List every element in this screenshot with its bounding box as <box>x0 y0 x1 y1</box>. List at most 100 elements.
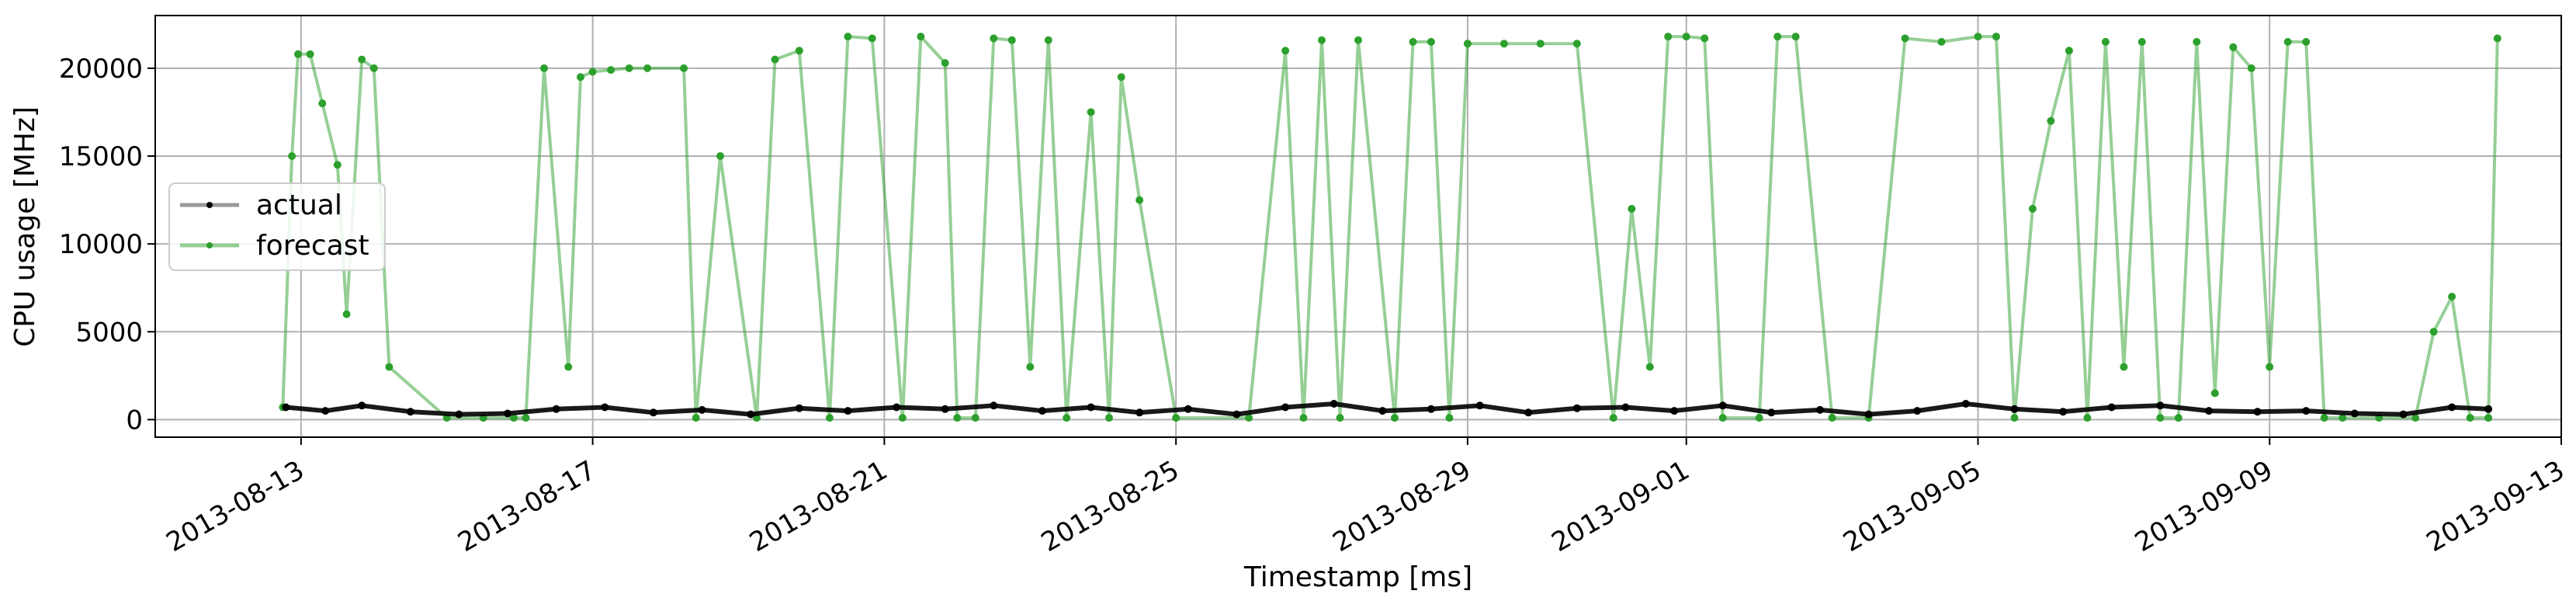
data-point-forecast <box>1901 34 1909 43</box>
y-axis-label: CPU usage [MHz] <box>9 106 41 347</box>
data-point-forecast <box>1105 414 1113 422</box>
data-point-forecast <box>844 33 852 41</box>
data-point-forecast <box>1701 34 1709 43</box>
legend-marker-actual <box>206 202 213 208</box>
data-point-forecast <box>1354 36 1362 44</box>
data-point-forecast <box>1281 47 1290 55</box>
data-point-actual <box>1961 400 1970 408</box>
data-point-actual <box>844 407 852 415</box>
data-point-actual <box>1572 404 1581 412</box>
data-point-forecast <box>1536 40 1545 48</box>
data-point-forecast <box>1007 36 1016 44</box>
data-point-actual <box>1670 407 1679 415</box>
legend-item-actual: actual <box>180 189 342 221</box>
data-point-actual <box>455 410 463 419</box>
data-point-forecast <box>990 34 998 43</box>
data-point-forecast <box>1135 196 1144 204</box>
data-point-forecast <box>2065 47 2073 55</box>
data-point-forecast <box>1664 33 1673 41</box>
data-point-actual <box>282 403 290 412</box>
data-point-actual <box>321 407 330 415</box>
data-point-forecast <box>953 414 962 422</box>
data-point-forecast <box>795 47 803 55</box>
data-point-forecast <box>1645 363 1654 371</box>
series-layer <box>279 33 2501 422</box>
y-tick-label: 20000 <box>59 54 143 85</box>
plot-frame <box>154 15 2562 438</box>
data-point-forecast <box>1992 33 2000 41</box>
data-point-forecast <box>2174 414 2182 422</box>
data-point-forecast <box>2010 414 2019 422</box>
data-point-actual <box>1184 405 1192 413</box>
data-point-actual <box>747 410 755 419</box>
series-actual <box>282 400 2493 419</box>
data-point-forecast <box>1682 33 1690 41</box>
data-point-forecast <box>306 50 314 58</box>
data-point-actual <box>2059 408 2068 416</box>
y-tick-label: 15000 <box>59 141 143 172</box>
data-point-actual <box>1475 401 1484 410</box>
y-tick-label: 5000 <box>75 317 143 348</box>
data-point-actual <box>698 405 706 414</box>
data-point-actual <box>1524 408 1533 417</box>
data-point-forecast <box>369 64 378 72</box>
data-point-actual <box>1281 403 1290 412</box>
data-point-forecast <box>1117 73 1125 82</box>
data-point-forecast <box>971 414 979 422</box>
data-point-actual <box>2010 405 2019 413</box>
data-point-forecast <box>1755 414 1763 422</box>
data-point-forecast <box>1245 414 1253 422</box>
data-point-forecast <box>1318 36 1326 44</box>
data-point-actual <box>2399 410 2408 419</box>
data-point-forecast <box>358 55 366 64</box>
data-point-forecast <box>607 66 615 75</box>
data-point-actual <box>1621 403 1630 412</box>
data-point-actual <box>2448 403 2456 412</box>
data-point-forecast <box>1391 414 1399 422</box>
data-point-actual <box>1378 407 1387 415</box>
data-point-actual <box>2484 405 2493 413</box>
data-point-forecast <box>2156 414 2165 422</box>
data-point-forecast <box>825 414 834 422</box>
data-point-forecast <box>643 64 652 72</box>
data-point-forecast <box>577 73 584 82</box>
data-point-forecast <box>318 99 327 108</box>
data-point-forecast <box>917 33 925 41</box>
data-point-actual <box>358 401 366 410</box>
data-point-forecast <box>898 414 907 422</box>
data-point-actual <box>2350 409 2359 418</box>
data-point-forecast <box>2339 414 2347 422</box>
data-point-actual <box>1815 405 1824 414</box>
data-point-forecast <box>2229 43 2238 51</box>
data-point-forecast <box>771 55 779 64</box>
data-point-actual <box>1718 401 1727 410</box>
data-point-forecast <box>2210 389 2219 398</box>
data-point-actual <box>990 401 998 410</box>
data-point-actual <box>601 403 609 412</box>
data-point-forecast <box>941 59 949 68</box>
data-point-forecast <box>2120 363 2128 371</box>
data-point-actual <box>2107 403 2116 412</box>
data-point-forecast <box>1427 37 1435 46</box>
data-point-actual <box>1913 407 1922 415</box>
data-point-forecast <box>1044 36 1052 44</box>
data-point-forecast <box>342 310 351 318</box>
data-point-forecast <box>2137 37 2146 46</box>
data-point-forecast <box>680 64 688 72</box>
data-point-actual <box>1864 410 1873 419</box>
data-point-forecast <box>2247 64 2255 72</box>
data-point-forecast <box>2302 37 2311 46</box>
data-point-forecast <box>1628 204 1636 213</box>
data-point-actual <box>2156 401 2165 410</box>
data-point-forecast <box>509 414 518 422</box>
x-axis-label: Timestamp [ms] <box>1243 561 1472 593</box>
data-point-actual <box>1233 410 1241 419</box>
data-point-forecast <box>1791 33 1800 41</box>
legend-label-forecast: forecast <box>256 230 369 262</box>
data-point-forecast <box>2484 414 2493 422</box>
legend: actual forecast <box>168 182 386 271</box>
data-point-forecast <box>588 68 597 76</box>
data-point-forecast <box>1063 414 1071 422</box>
data-point-forecast <box>2493 34 2501 43</box>
